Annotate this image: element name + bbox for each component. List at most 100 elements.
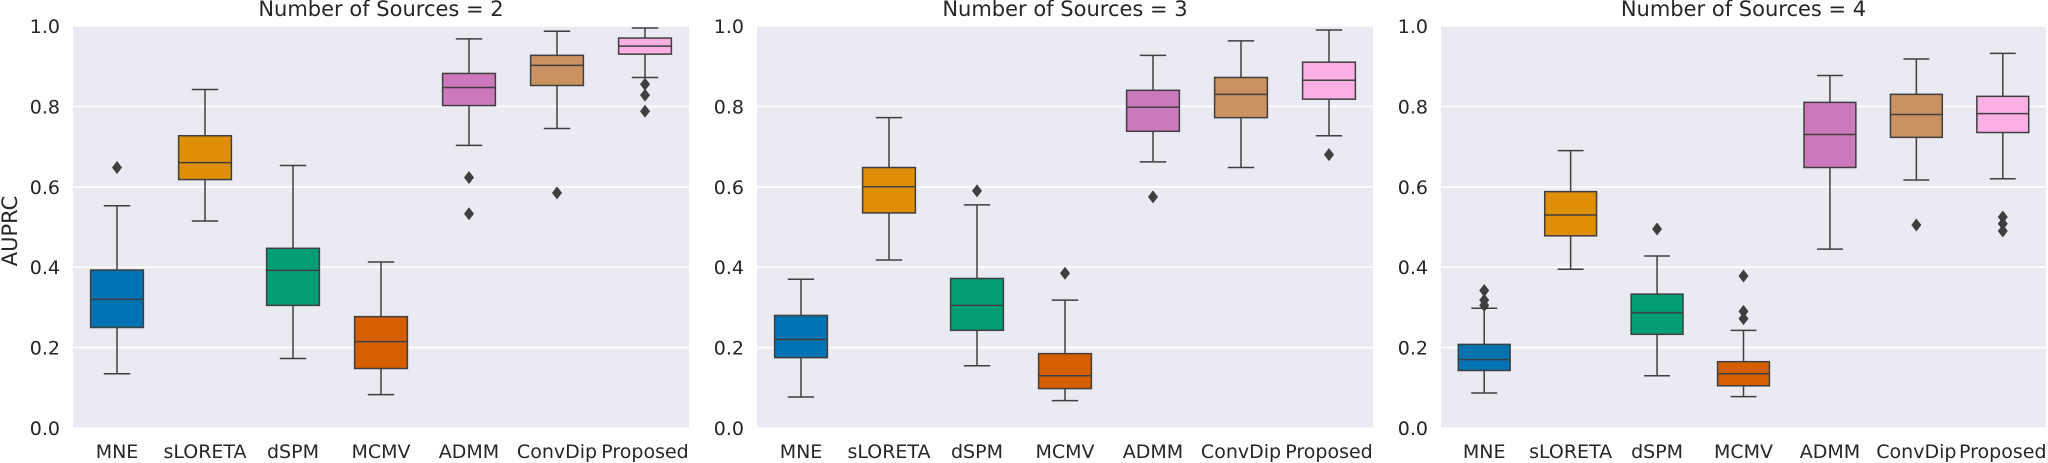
outlier-point	[1997, 217, 2008, 231]
chart-title: Number of Sources = 4	[1621, 0, 1866, 21]
y-tick-label: 1.0	[1398, 16, 1428, 38]
x-tick-label: ConvDip	[1876, 441, 1956, 463]
y-tick-label: 0.8	[30, 96, 60, 118]
box-sloreta	[1543, 149, 1598, 270]
y-tick-label: 0.6	[714, 177, 744, 199]
box-dspm	[949, 184, 1005, 367]
box-admm	[1125, 54, 1181, 204]
box-iqr	[949, 277, 1005, 332]
outlier-point	[464, 171, 474, 185]
x-tick-label: sLORETA	[1529, 441, 1612, 463]
box-iqr	[177, 134, 233, 181]
x-tick-label: MNE	[1463, 441, 1506, 463]
box-iqr	[441, 72, 497, 107]
x-tick-label: Proposed	[601, 441, 688, 463]
x-tick-label: ConvDip	[517, 441, 597, 463]
outlier-point	[1324, 148, 1334, 162]
outlier-point	[1738, 304, 1749, 318]
y-axis-label: AUPRC	[0, 196, 22, 267]
y-tick-label: 1.0	[714, 16, 744, 38]
y-tick-label: 0.0	[714, 418, 744, 440]
outlier-point	[1997, 210, 2008, 224]
box-convdip	[529, 30, 585, 200]
box-iqr	[773, 314, 829, 359]
x-tick-label: sLORETA	[847, 441, 930, 463]
x-tick-label: ADMM	[439, 441, 499, 463]
box-proposed	[617, 27, 673, 118]
outlier-point	[464, 207, 474, 221]
outlier-point	[640, 104, 650, 118]
x-tick-label: ADMM	[1123, 441, 1183, 463]
y-tick-label: 0.6	[1398, 177, 1428, 199]
x-tick-label: ADMM	[1800, 441, 1860, 463]
box-convdip	[1213, 40, 1269, 169]
y-tick-label: 0.8	[1398, 96, 1428, 118]
outlier-point	[640, 77, 650, 91]
box-iqr	[1630, 293, 1684, 336]
box-iqr	[1125, 89, 1181, 133]
box-mcmv	[1037, 266, 1093, 402]
outlier-point	[1738, 269, 1749, 283]
y-tick-label: 0.4	[714, 257, 744, 279]
x-tick-label: MCMV	[1035, 441, 1094, 463]
y-tick-label: 0.4	[1398, 257, 1428, 279]
box-proposed	[1976, 52, 2030, 238]
y-tick-label: 0.2	[714, 338, 744, 360]
x-tick-label: MNE	[780, 441, 823, 463]
box-iqr	[1037, 352, 1093, 390]
outlier-point	[1738, 312, 1749, 326]
outlier-point	[1911, 218, 1922, 232]
box-proposed	[1301, 29, 1357, 162]
x-tick-label: MCMV	[1714, 441, 1773, 463]
box-admm	[441, 38, 497, 221]
outlier-point	[1997, 224, 2008, 238]
outlier-point	[1060, 266, 1070, 280]
outlier-point	[1148, 190, 1158, 204]
box-sloreta	[861, 116, 917, 261]
outlier-point	[972, 184, 982, 198]
box-mne	[89, 161, 145, 375]
box-iqr	[1889, 93, 1944, 139]
box-iqr	[529, 54, 585, 87]
box-iqr	[353, 315, 409, 370]
x-tick-label: ConvDip	[1201, 441, 1281, 463]
box-mne	[773, 278, 829, 398]
box-mne	[1457, 284, 1511, 394]
chart-panel-3: 0.0 0.2 0.4 0.6 0.8 1.0 Number of Sources = 4 M…	[1398, 0, 2047, 463]
y-tick-label: 0.2	[30, 338, 60, 360]
box-iqr	[265, 247, 321, 307]
box-iqr	[1976, 95, 2030, 134]
chart-panel-1: 0.0 0.2 0.4 0.6 0.8 1.0 Number of Sources = 2 A…	[0, 0, 689, 463]
x-tick-label: sLORETA	[163, 441, 246, 463]
outlier-point	[1479, 298, 1490, 312]
chart-panel-2: 0.0 0.2 0.4 0.6 0.8 1.0 Number of Sources = 3 M…	[714, 0, 1373, 463]
x-tick-label: Proposed	[1959, 441, 2046, 463]
y-tick-label: 0.0	[1398, 418, 1428, 440]
x-tick-label: dSPM	[267, 441, 319, 463]
box-iqr	[861, 166, 917, 214]
outlier-point	[1479, 284, 1490, 298]
box-iqr	[1543, 190, 1598, 237]
box-iqr	[1457, 343, 1511, 372]
x-tick-label: Proposed	[1285, 441, 1372, 463]
y-tick-label: 0.4	[30, 257, 60, 279]
box-convdip	[1889, 58, 1944, 232]
x-tick-label: MNE	[96, 441, 139, 463]
x-tick-label: dSPM	[951, 441, 1003, 463]
box-mcmv	[1716, 269, 1771, 398]
x-tick-label: dSPM	[1631, 441, 1683, 463]
y-tick-label: 0.8	[714, 96, 744, 118]
box-dspm	[265, 164, 321, 360]
chart-title: Number of Sources = 2	[258, 0, 503, 21]
box-iqr	[1213, 76, 1269, 119]
y-tick-label: 0.6	[30, 177, 60, 199]
y-tick-label: 1.0	[30, 16, 60, 38]
outlier-point	[112, 161, 122, 175]
box-mcmv	[353, 261, 409, 396]
chart-title: Number of Sources = 3	[942, 0, 1187, 21]
box-sloreta	[177, 88, 233, 222]
outlier-point	[1652, 222, 1663, 236]
outlier-point	[640, 88, 650, 102]
outlier-point	[552, 186, 562, 200]
